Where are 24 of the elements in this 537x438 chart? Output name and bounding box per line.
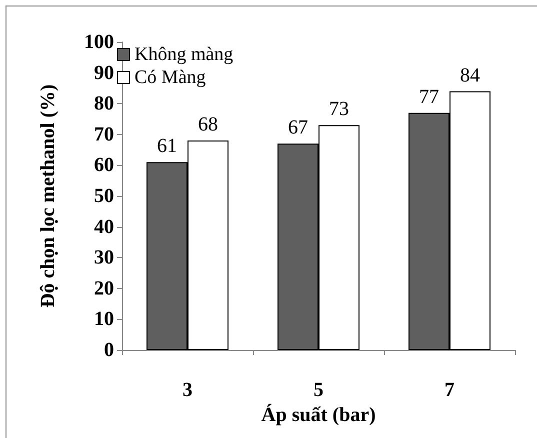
legend-label: Có Màng — [134, 67, 206, 88]
data-label: 68 — [198, 114, 218, 136]
data-label: 77 — [419, 86, 439, 108]
y-tick-label: 60 — [94, 154, 114, 176]
y-tick-label: 100 — [84, 31, 114, 53]
y-tick-label: 30 — [94, 246, 114, 269]
y-tick-label: 0 — [104, 339, 114, 361]
data-label: 67 — [288, 116, 308, 139]
data-label: 61 — [157, 135, 177, 158]
y-tick-label: 10 — [94, 308, 114, 330]
x-axis-title: Áp suất (bar) — [261, 402, 376, 426]
legend-label: Không màng — [134, 44, 234, 65]
x-tick-label: 5 — [314, 379, 324, 401]
y-tick-label: 40 — [94, 216, 114, 238]
y-tick-label: 70 — [94, 123, 114, 146]
x-tick-label: 7 — [444, 379, 454, 401]
data-label: 84 — [460, 64, 480, 86]
data-label: 73 — [329, 98, 349, 120]
y-tick-label: 50 — [94, 185, 114, 207]
y-tick-label: 90 — [94, 62, 114, 84]
x-tick-label: 3 — [182, 379, 192, 401]
y-tick-label: 20 — [94, 277, 114, 300]
y-axis-title: Độ chọn lọc methanol (%) — [37, 84, 59, 308]
y-tick-label: 80 — [94, 92, 114, 115]
